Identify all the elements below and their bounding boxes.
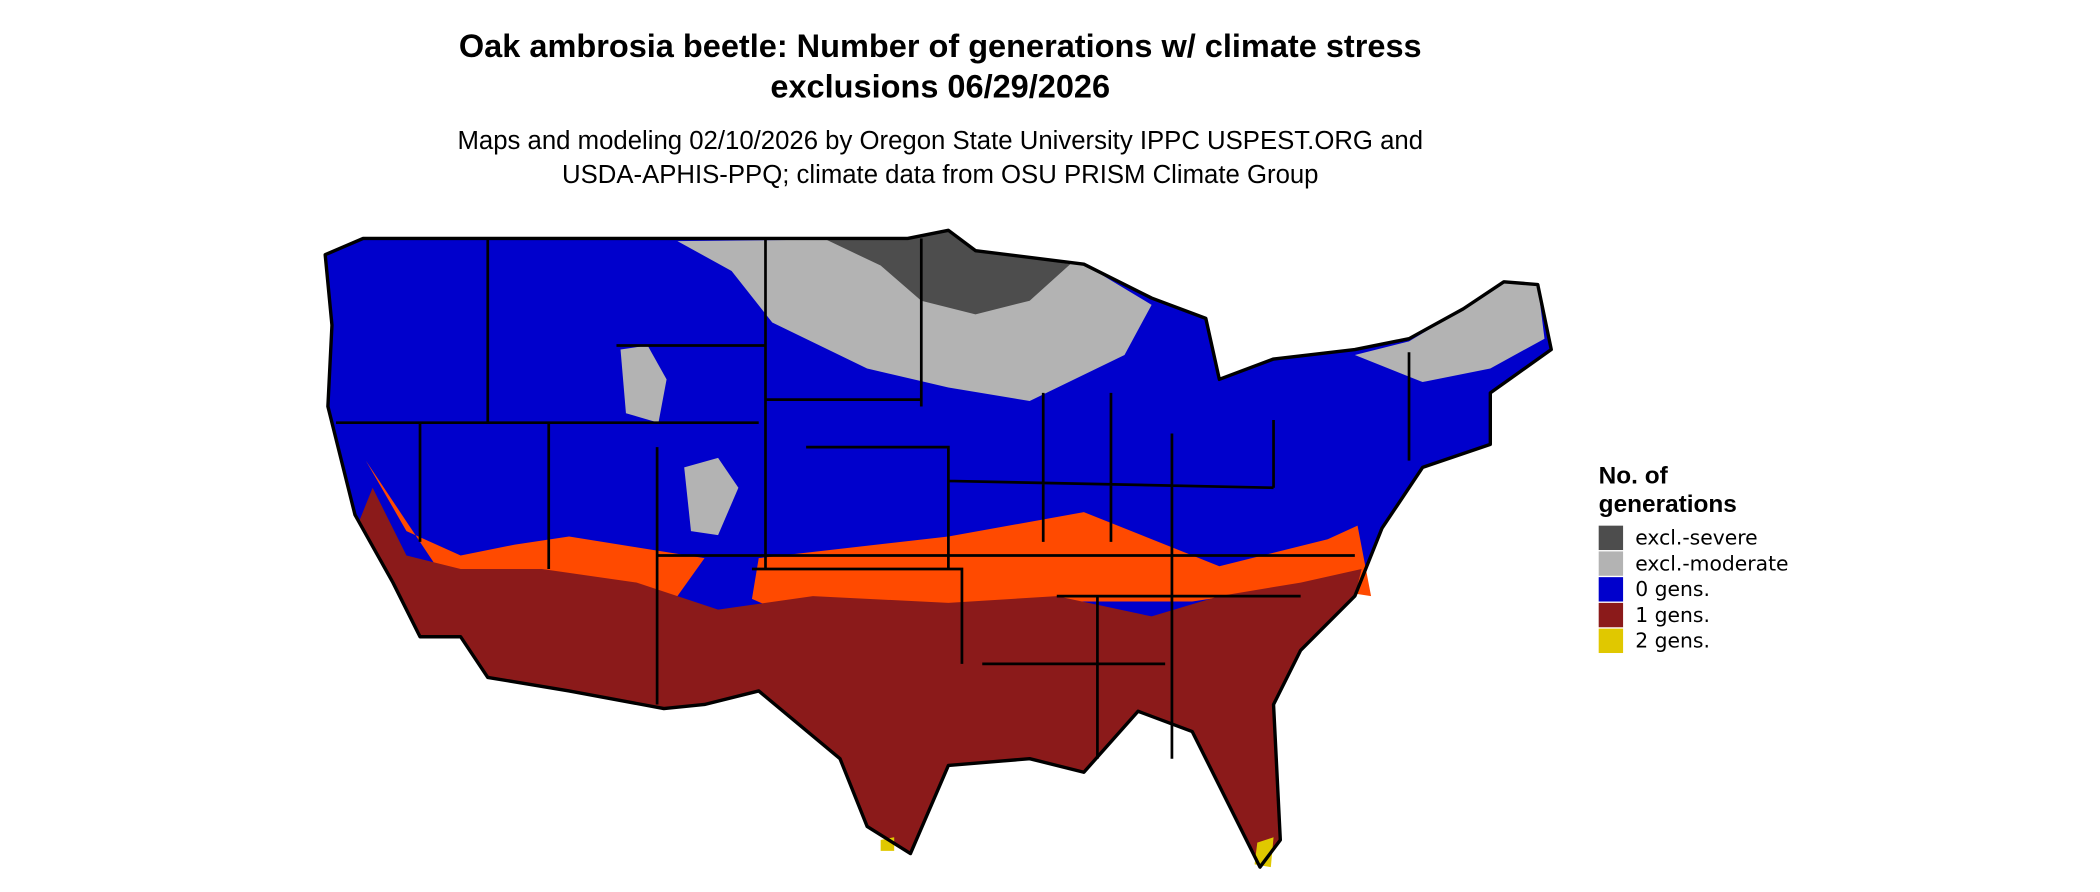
legend-title: generations bbox=[1599, 491, 1737, 518]
subtitle-line: Maps and modeling 02/10/2026 by Oregon S… bbox=[457, 127, 1423, 155]
legend-swatch bbox=[1598, 628, 1624, 654]
legend-title: No. of bbox=[1599, 463, 1669, 490]
legend-label: 2 gens. bbox=[1635, 629, 1710, 653]
legend-swatch bbox=[1598, 577, 1624, 602]
title-line: Oak ambrosia beetle: Number of generatio… bbox=[459, 28, 1422, 64]
region-excl-moderate bbox=[1354, 281, 1545, 383]
region-2-gens bbox=[1254, 837, 1274, 868]
state-borders bbox=[336, 238, 1411, 759]
legend-label: excl.-moderate bbox=[1635, 551, 1788, 575]
region-excl-moderate bbox=[620, 345, 667, 423]
us-outline bbox=[323, 228, 1553, 869]
legend-label: excl.-severe bbox=[1635, 526, 1757, 550]
region-excl-severe bbox=[826, 230, 1071, 315]
title-line: exclusions 06/29/2026 bbox=[770, 69, 1110, 105]
legend-swatch bbox=[1598, 602, 1624, 628]
legend-swatch bbox=[1598, 525, 1624, 551]
subtitle-line: USDA-APHIS-PPQ; climate data from OSU PR… bbox=[562, 161, 1319, 189]
us-map bbox=[323, 228, 1553, 869]
region-excl-moderate bbox=[684, 457, 739, 536]
region-1-gens bbox=[359, 487, 1362, 868]
legend-label: 0 gens. bbox=[1635, 577, 1710, 601]
legend-swatch bbox=[1598, 551, 1624, 576]
legend-label: 1 gens. bbox=[1635, 603, 1710, 627]
